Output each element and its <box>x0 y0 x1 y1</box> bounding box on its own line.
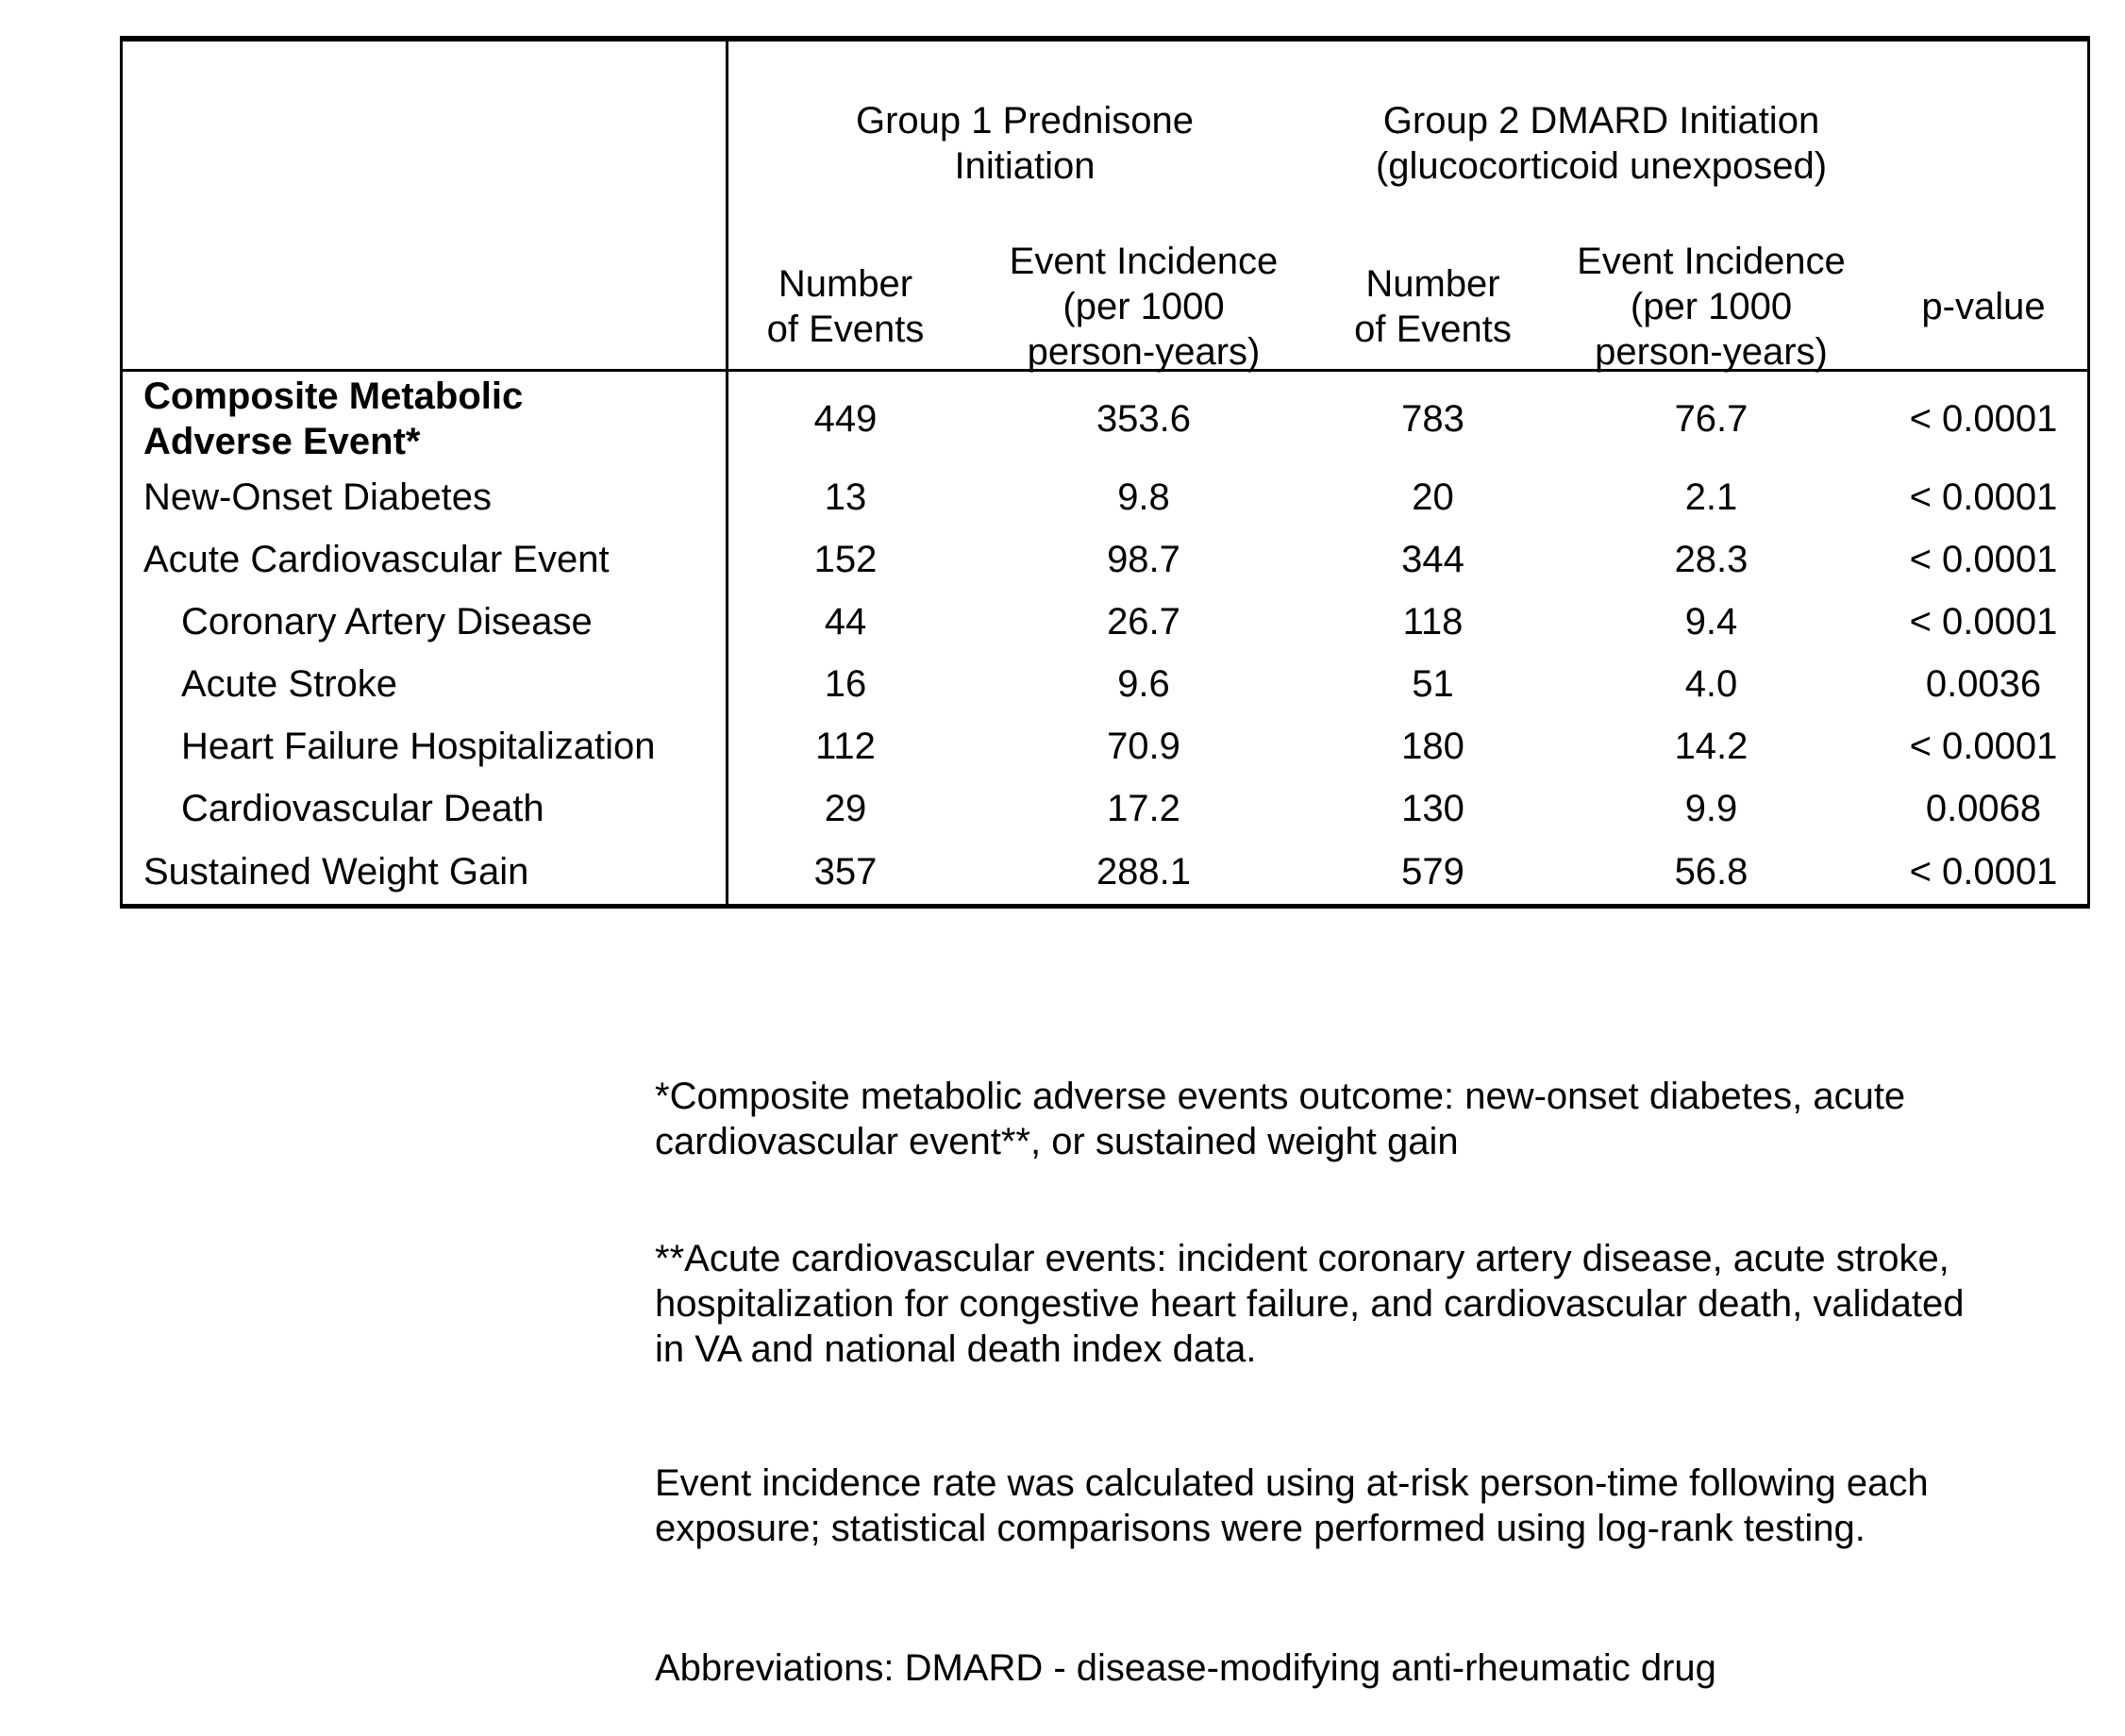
g2-events-cell: 118 <box>1402 601 1464 643</box>
g2-incidence-cell: 2.1 <box>1684 476 1738 518</box>
g1-events-cell: 29 <box>824 788 867 829</box>
g1-events-cell: 44 <box>824 601 867 643</box>
pvalue-cell: < 0.0001 <box>1909 398 2058 440</box>
footnote-composite-definition: *Composite metabolic adverse events outc… <box>655 1076 1906 1162</box>
g2-events-cell: 180 <box>1401 726 1464 767</box>
pvalue-cell: < 0.0001 <box>1909 539 2058 580</box>
pvalue-cell: < 0.0001 <box>1909 726 2058 767</box>
label-column-divider <box>726 42 728 904</box>
row-label-acute-cardiovascular-event: Acute Cardiovascular Event <box>143 539 610 580</box>
outcomes-table: Group 1 Prednisone Initiation Group 2 DM… <box>120 36 2090 909</box>
g2-incidence-cell: 14.2 <box>1674 726 1749 767</box>
group2-header: Group 2 DMARD Initiation (glucocorticoid… <box>1375 99 1828 187</box>
g1-incidence-cell: 98.7 <box>1107 539 1180 580</box>
g2-events-cell: 783 <box>1401 398 1464 440</box>
g1-events-cell: 112 <box>815 726 876 767</box>
footnotes: *Composite metabolic adverse events outc… <box>655 1028 2125 1736</box>
g1-events-cell: 357 <box>813 851 878 893</box>
header-corner-spacer <box>123 42 727 372</box>
pvalue-header: p-value <box>1880 244 2087 372</box>
group1-header: Group 1 Prednisone Initiation <box>855 99 1194 187</box>
g1-events-cell: 13 <box>824 476 867 518</box>
pvalue-cell: < 0.0001 <box>1909 851 2058 893</box>
footnote-acute-cv-definition: **Acute cardiovascular events: incident … <box>655 1238 1965 1370</box>
row-label-heart-failure-hospitalization: Heart Failure Hospitalization <box>181 726 656 767</box>
g1-incidence-cell: 9.6 <box>1117 663 1170 705</box>
row-label-cardiovascular-death: Cardiovascular Death <box>181 788 544 829</box>
g1-incidence-cell: 26.7 <box>1107 601 1180 643</box>
g1-events-cell: 152 <box>813 539 878 580</box>
g2-events-cell: 579 <box>1401 851 1464 893</box>
group2-number-of-events-header: Number of Events <box>1323 244 1543 372</box>
g1-incidence-cell: 288.1 <box>1096 851 1192 893</box>
group1-event-incidence-header: Event Incidence (per 1000 person-years) <box>964 241 1323 373</box>
g2-incidence-cell: 4.0 <box>1684 663 1738 705</box>
g2-incidence-cell: 56.8 <box>1674 851 1749 893</box>
row-label-acute-stroke: Acute Stroke <box>181 663 398 705</box>
pvalue-header-spacer <box>1880 42 2087 244</box>
g2-events-cell: 344 <box>1401 539 1464 580</box>
g1-events-cell: 16 <box>824 663 867 705</box>
page: { "table": { "group_headers": { "group1"… <box>120 36 2090 1689</box>
pvalue-cell: 0.0036 <box>1925 663 2042 705</box>
g2-events-cell: 20 <box>1412 476 1454 518</box>
g2-events-cell: 51 <box>1412 663 1454 705</box>
pvalue-cell: < 0.0001 <box>1909 601 2058 643</box>
g2-incidence-cell: 9.9 <box>1684 788 1738 829</box>
g1-incidence-cell: 353.6 <box>1096 398 1192 440</box>
g1-incidence-cell: 9.8 <box>1117 476 1170 518</box>
footnote-abbreviations: Abbreviations: DMARD - disease-modifying… <box>655 1647 1716 1689</box>
row-label-sustained-weight-gain: Sustained Weight Gain <box>143 851 529 893</box>
g2-incidence-cell: 76.7 <box>1674 398 1749 440</box>
g2-incidence-cell: 28.3 <box>1674 539 1749 580</box>
pvalue-cell: < 0.0001 <box>1909 476 2058 518</box>
group2-event-incidence-header: Event Incidence (per 1000 person-years) <box>1543 241 1880 373</box>
row-label-composite-metabolic-adverse-event: Composite Metabolic Adverse Event* <box>143 376 524 462</box>
g1-incidence-cell: 17.2 <box>1107 788 1180 829</box>
g1-events-cell: 449 <box>813 398 878 440</box>
row-label-new-onset-diabetes: New-Onset Diabetes <box>143 476 493 518</box>
group1-number-of-events-header: Number of Events <box>727 244 964 372</box>
g1-incidence-cell: 70.9 <box>1107 726 1180 767</box>
footnote-incidence-method: Event incidence rate was calculated usin… <box>655 1462 1929 1549</box>
row-label-coronary-artery-disease: Coronary Artery Disease <box>181 601 593 643</box>
pvalue-cell: 0.0068 <box>1925 788 2042 829</box>
g2-incidence-cell: 9.4 <box>1684 601 1738 643</box>
g2-events-cell: 130 <box>1401 788 1464 829</box>
